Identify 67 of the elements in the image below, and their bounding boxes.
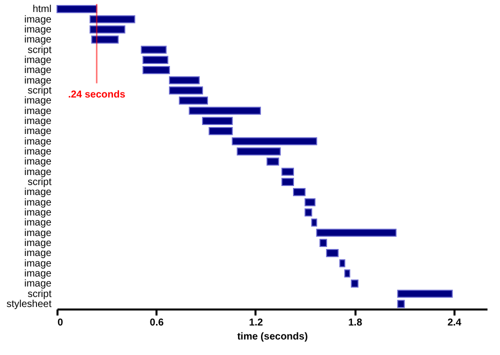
y-tick-label: image	[24, 207, 52, 218]
bar	[168, 86, 204, 94]
bar	[90, 15, 136, 24]
y-tick-label: image	[24, 136, 52, 148]
bar	[178, 96, 208, 105]
y-tick-label: script	[28, 176, 52, 188]
x-tick-label: 0	[58, 318, 64, 328]
y-tick-label: image	[24, 75, 52, 86]
bar	[142, 66, 170, 74]
bar	[304, 208, 312, 216]
y-tick-label: image	[24, 146, 52, 158]
bar	[56, 5, 98, 14]
y-tick-label: image	[24, 96, 52, 107]
y-tick-label: html	[32, 4, 52, 16]
bar	[326, 249, 339, 258]
y-tick-label: image	[24, 14, 52, 26]
x-tick-label: 1.2	[249, 318, 264, 328]
y-tick-label: image	[24, 126, 52, 138]
y-tick-label: image	[24, 54, 52, 66]
y-tick-label: image	[24, 197, 52, 208]
bar	[142, 56, 168, 64]
y-tick-label: image	[24, 218, 52, 229]
bar	[140, 46, 167, 54]
bar	[316, 228, 397, 237]
bar	[266, 158, 280, 166]
bar	[91, 36, 119, 44]
y-tick-label: script	[28, 44, 52, 56]
bar	[281, 178, 294, 186]
bar	[339, 259, 346, 268]
y-tick-label: image	[24, 116, 52, 127]
ref-line-label: .24 seconds	[68, 89, 126, 100]
x-tick-label: 0.6	[150, 318, 164, 328]
bar	[236, 147, 281, 156]
y-tick-label: image	[24, 65, 52, 76]
bar	[188, 106, 261, 115]
bar	[350, 280, 358, 288]
bar	[293, 188, 306, 196]
y-tick-label: image	[24, 248, 52, 260]
bar	[208, 127, 233, 136]
bar	[304, 198, 316, 206]
x-axis-title: time (seconds)	[237, 332, 308, 342]
bar	[311, 218, 318, 227]
y-tick-label: image	[24, 278, 52, 290]
bar	[232, 137, 318, 146]
y-tick-label: image	[24, 106, 52, 117]
bar	[397, 300, 405, 308]
y-tick-label: image	[24, 34, 52, 46]
y-tick-label: image	[24, 166, 52, 178]
y-tick-label: image	[24, 228, 52, 239]
x-tick-label: 2.4	[447, 318, 462, 328]
bar	[397, 290, 453, 298]
bar	[168, 76, 200, 84]
y-tick-label: image	[24, 156, 52, 168]
bar	[319, 238, 328, 247]
bar	[281, 168, 294, 176]
y-tick-label: image	[24, 268, 52, 280]
y-tick-label: image	[24, 258, 52, 270]
bar	[90, 25, 126, 34]
bar	[202, 116, 233, 125]
x-tick-label: 1.8	[348, 318, 363, 328]
y-tick-label: image	[24, 238, 52, 249]
y-tick-label: image	[24, 187, 52, 198]
bar	[344, 269, 350, 278]
y-tick-label: stylesheet	[6, 298, 52, 310]
y-tick-label: script	[28, 288, 52, 300]
y-tick-label: script	[28, 85, 52, 96]
y-tick-label: image	[24, 24, 52, 36]
